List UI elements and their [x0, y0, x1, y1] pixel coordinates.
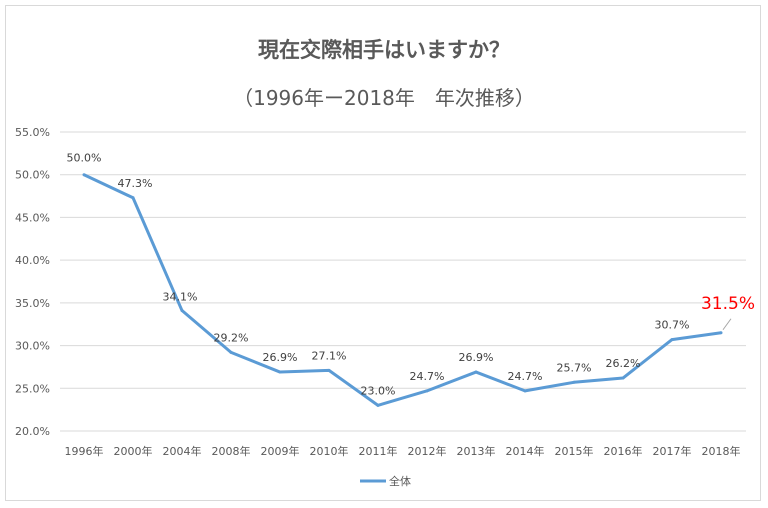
leader-line	[722, 318, 732, 331]
data-label: 30.7%	[655, 319, 690, 332]
x-tick-label: 2014年	[506, 444, 545, 458]
x-tick-label: 2013年	[457, 444, 496, 458]
legend-label: 全体	[389, 474, 411, 488]
x-tick-label: 2010年	[310, 444, 349, 458]
data-label: 26.9%	[263, 351, 298, 364]
x-tick-label: 2012年	[408, 444, 447, 458]
data-point	[719, 331, 723, 335]
data-label: 50.0%	[67, 152, 102, 165]
x-tick-label: 2008年	[212, 444, 251, 458]
data-point	[82, 173, 86, 177]
x-tick-label: 2017年	[653, 444, 692, 458]
y-tick-label: 30.0%	[15, 340, 50, 353]
x-tick-label: 1996年	[65, 444, 104, 458]
x-tick-label: 2004年	[163, 444, 202, 458]
y-tick-label: 20.0%	[15, 425, 50, 438]
data-point	[621, 376, 625, 380]
data-label: 34.1%	[163, 291, 198, 304]
data-label: 25.7%	[557, 361, 592, 374]
x-tick-label: 2011年	[359, 444, 398, 458]
y-tick-label: 50.0%	[15, 169, 50, 182]
data-point	[229, 350, 233, 354]
y-tick-label: 35.0%	[15, 297, 50, 310]
x-tick-label: 2016年	[604, 444, 643, 458]
data-point	[474, 370, 478, 374]
x-tick-label: 2000年	[114, 444, 153, 458]
data-point	[131, 196, 135, 200]
y-tick-label: 25.0%	[15, 382, 50, 395]
data-point	[180, 309, 184, 313]
data-point	[572, 380, 576, 384]
data-label: 47.3%	[118, 177, 153, 190]
x-tick-label: 2009年	[261, 444, 300, 458]
data-point	[523, 389, 527, 393]
data-label: 27.1%	[312, 349, 347, 362]
x-tick-label: 2015年	[555, 444, 594, 458]
data-point	[376, 403, 380, 407]
data-label: 29.2%	[214, 331, 249, 344]
x-tick-label: 2018年	[702, 444, 741, 458]
chart-title: 現在交際相手はいますか？	[258, 38, 510, 62]
data-label: 24.7%	[508, 370, 543, 383]
data-point	[670, 338, 674, 342]
data-point	[327, 368, 331, 372]
data-label: 24.7%	[410, 370, 445, 383]
data-label: 23.0%	[361, 384, 396, 397]
data-label-highlight: 31.5%	[701, 294, 755, 314]
chart-subtitle: （1996年ー2018年 年次推移）	[233, 86, 535, 110]
data-point	[425, 389, 429, 393]
data-point	[278, 370, 282, 374]
y-tick-label: 45.0%	[15, 211, 50, 224]
series-line	[83, 173, 722, 407]
y-tick-label: 40.0%	[15, 254, 50, 267]
chart-frame	[5, 5, 761, 501]
data-label: 26.2%	[606, 357, 641, 370]
data-label: 26.9%	[459, 351, 494, 364]
y-tick-label: 55.0%	[15, 126, 50, 139]
